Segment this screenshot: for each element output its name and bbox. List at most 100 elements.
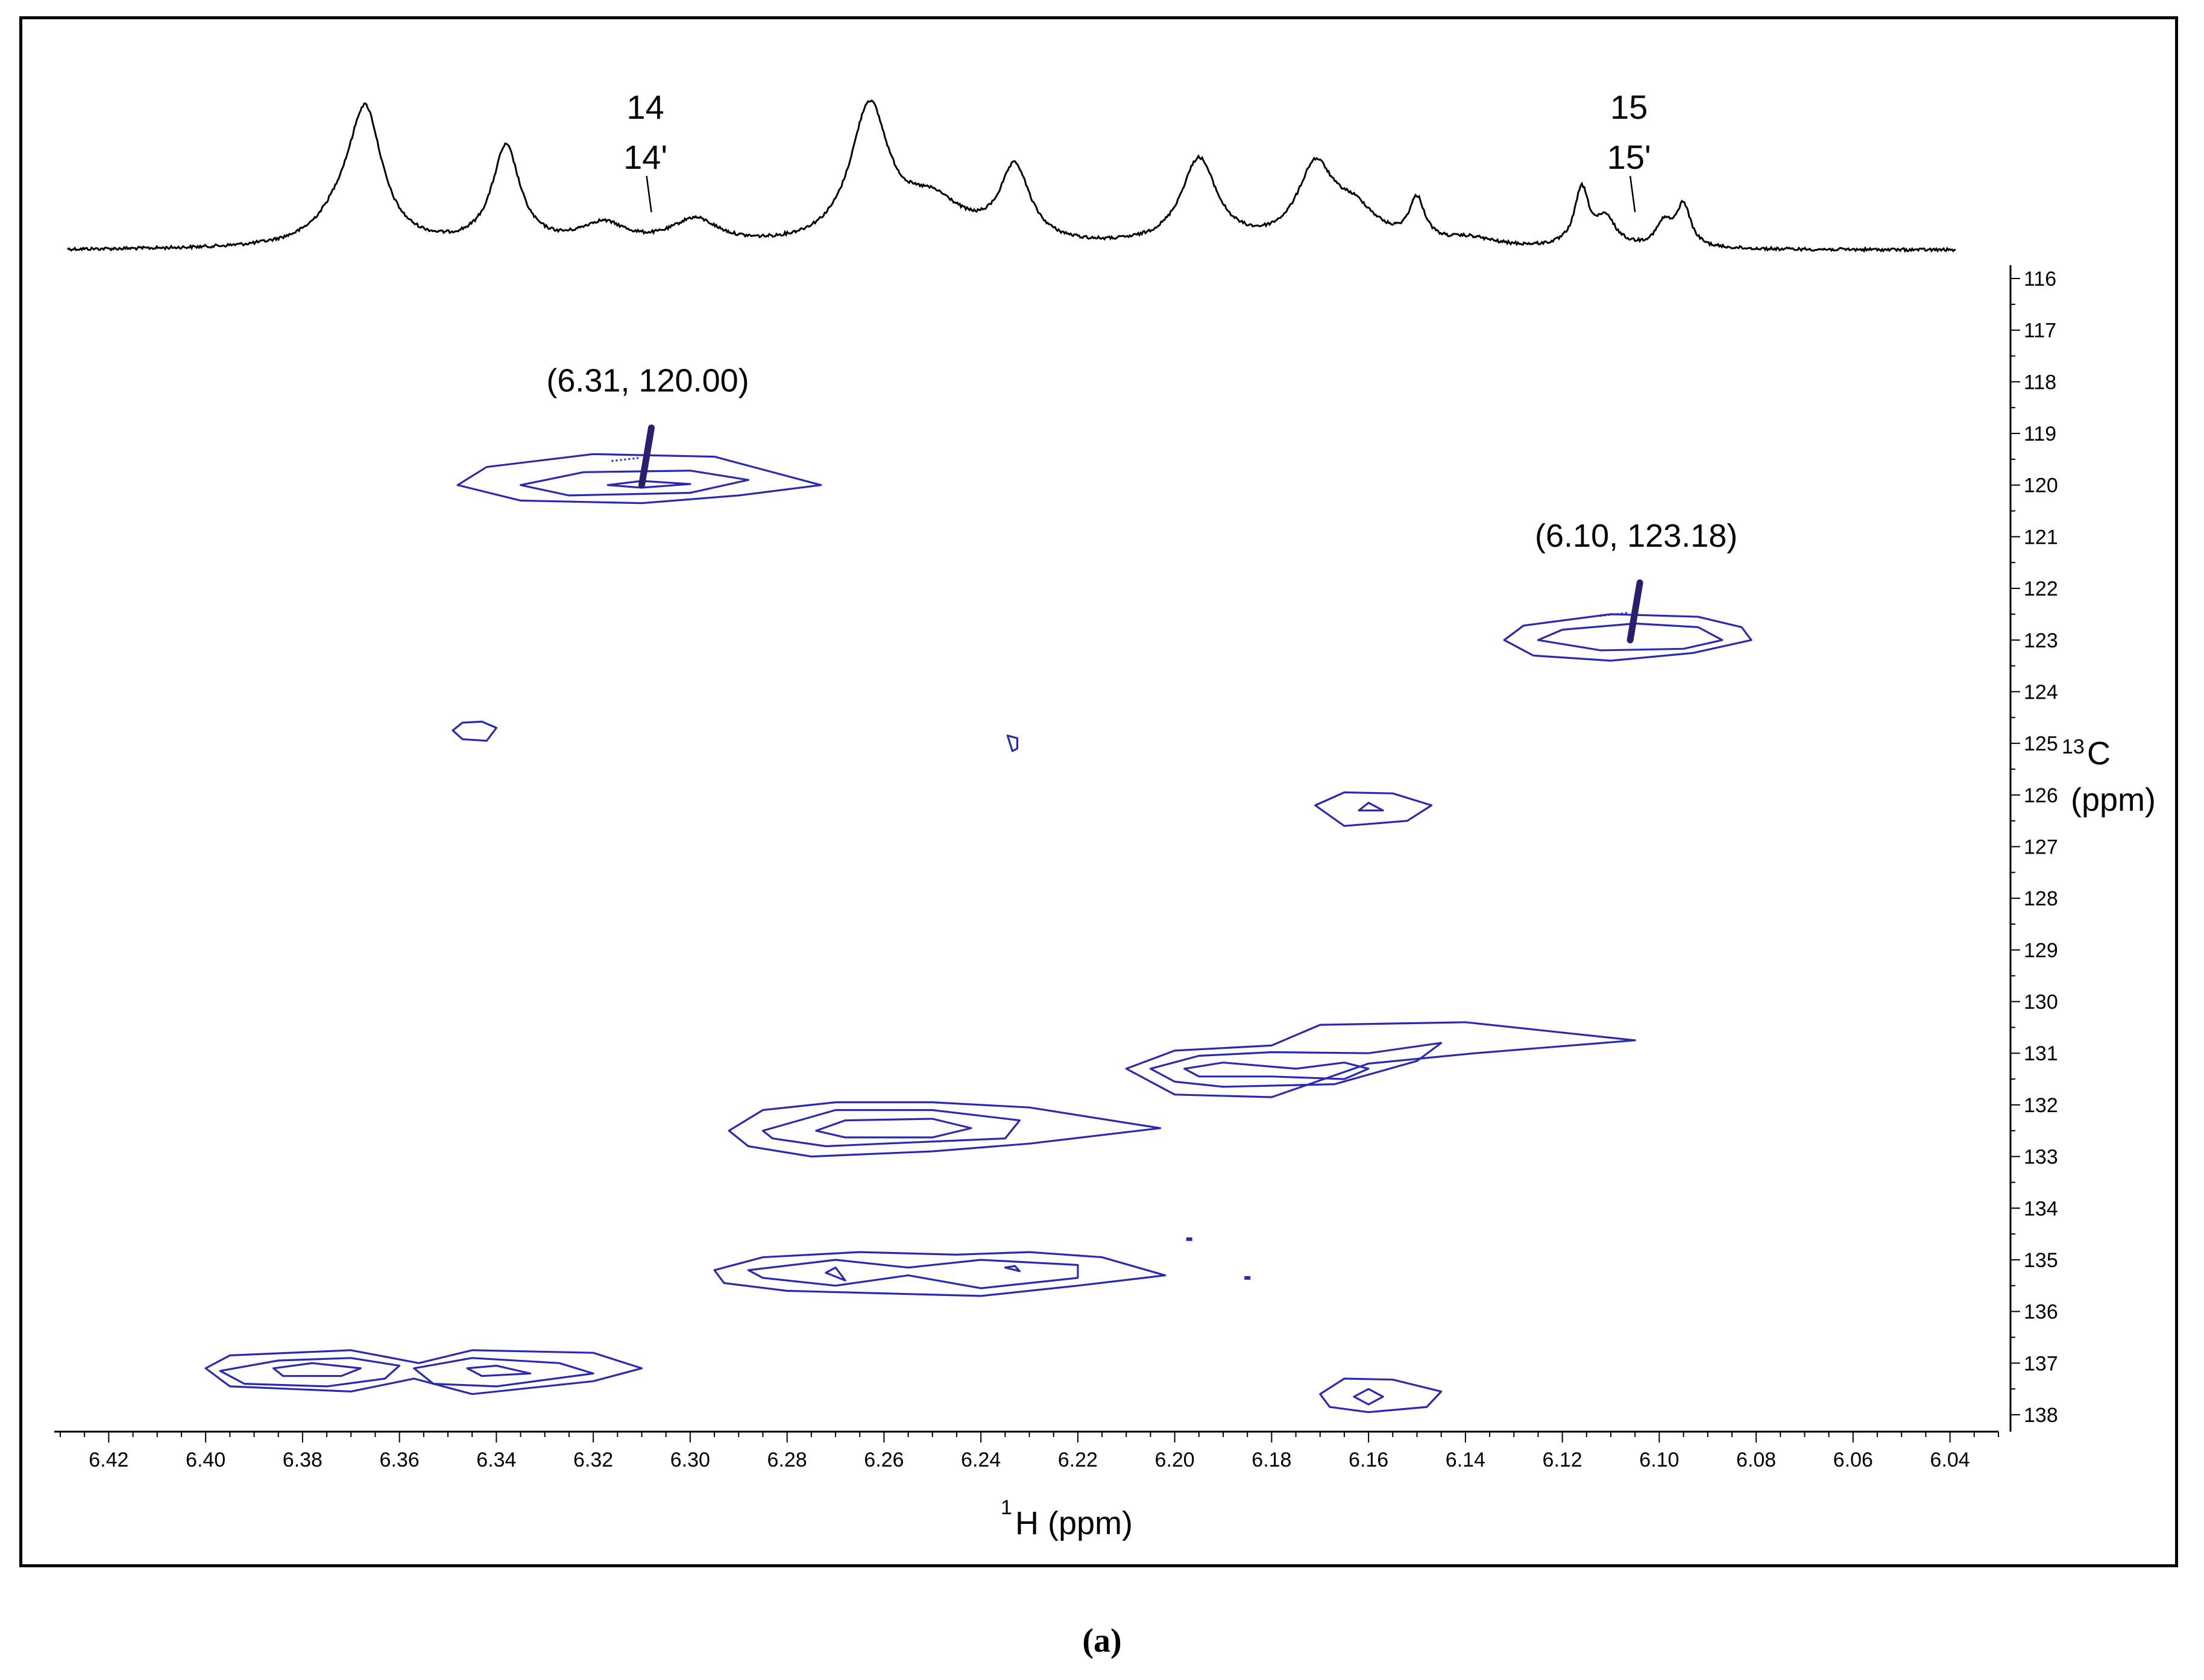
x-tick-label: 6.06 bbox=[1833, 1449, 1873, 1471]
cross-peak-6.36-137.2 bbox=[204, 1349, 643, 1395]
peak-label-leader bbox=[646, 175, 652, 213]
y-tick-label: 132 bbox=[2024, 1094, 2058, 1117]
contour-level-3 bbox=[815, 1118, 972, 1139]
x-tick-label: 6.18 bbox=[1252, 1449, 1291, 1471]
contour-level-2 bbox=[747, 1259, 1079, 1289]
figure-caption: (a) bbox=[1082, 1622, 1122, 1660]
y-axis-ticks: 116 117 118 119 120 121 122 123 124 125 126 127 128 1… bbox=[2010, 268, 2058, 1427]
annotation-dotted-edge bbox=[1599, 612, 1628, 617]
cross-peak-6.234-125.0 bbox=[1006, 734, 1019, 752]
y-tick-label: 136 bbox=[2024, 1301, 2058, 1324]
contour-level-4 bbox=[1004, 1265, 1021, 1273]
cross-peak-6.26-132.5 bbox=[728, 1101, 1162, 1158]
contour-level-1 bbox=[1314, 791, 1433, 827]
peak-label-line2: 15' bbox=[1607, 138, 1651, 176]
x-axis-ticks: 6.42 6.40 6.38 6.36 6.34 6.32 6.30 6.28 6.26 6.24… bbox=[60, 1432, 1999, 1471]
contour-level-3 bbox=[606, 480, 691, 489]
y-tick-label: 123 bbox=[2024, 629, 2058, 652]
x-tick-label: 6.20 bbox=[1155, 1449, 1195, 1471]
y-tick-label: 125 bbox=[2024, 732, 2058, 755]
annotation-text: (6.31, 120.00) bbox=[546, 363, 749, 399]
x-tick-label: 6.14 bbox=[1446, 1449, 1485, 1471]
contour-level-1 bbox=[728, 1101, 1162, 1158]
contour-level-1 bbox=[1006, 734, 1019, 752]
cross-peak-6.16-137.65 bbox=[1319, 1377, 1443, 1414]
peak-label-line1: 14 bbox=[626, 88, 664, 126]
y-tick-label: 122 bbox=[2024, 577, 2058, 600]
x-tick-label: 6.10 bbox=[1639, 1449, 1679, 1471]
noise-point bbox=[1244, 1276, 1251, 1280]
cross-peak-6.345-124.75 bbox=[452, 720, 498, 742]
cross-peak-6.31-120.00 bbox=[456, 453, 822, 505]
x-tick-label: 6.32 bbox=[573, 1449, 613, 1471]
cross-peak-6.255-135.2 bbox=[713, 1251, 1167, 1297]
y-tick-label: 127 bbox=[2024, 836, 2058, 859]
contour-level-2 bbox=[1537, 622, 1724, 652]
cross-peak-6.18-131.3 bbox=[1125, 1021, 1636, 1098]
contour-level-3 bbox=[825, 1266, 846, 1282]
x-axis-label-superscript: 1 bbox=[1001, 1496, 1012, 1519]
y-tick-label: 124 bbox=[2024, 681, 2058, 703]
contour-level-2 bbox=[1149, 1042, 1443, 1088]
y-tick-label: 137 bbox=[2024, 1352, 2058, 1375]
contour-level-2 bbox=[219, 1357, 401, 1388]
contour-level-2 bbox=[1353, 1388, 1384, 1406]
cross-peak-6.10-123.18 bbox=[1503, 613, 1752, 662]
y-axis-label-units: (ppm) bbox=[2071, 782, 2156, 818]
contour-plot bbox=[204, 453, 1752, 1414]
x-tick-label: 6.04 bbox=[1930, 1449, 1970, 1471]
x-tick-label: 6.24 bbox=[961, 1449, 1001, 1471]
x-axis-label: H (ppm) bbox=[1015, 1505, 1133, 1541]
y-tick-label: 121 bbox=[2024, 526, 2058, 549]
contour-level-3 bbox=[413, 1357, 594, 1388]
contour-level-1 bbox=[1319, 1377, 1443, 1414]
x-tick-label: 6.42 bbox=[89, 1449, 128, 1471]
x-tick-label: 6.22 bbox=[1058, 1449, 1098, 1471]
y-axis-label: C bbox=[2087, 735, 2111, 772]
contour-level-2 bbox=[761, 1109, 1021, 1148]
contour-level-2 bbox=[519, 470, 749, 497]
x-tick-label: 6.40 bbox=[186, 1449, 225, 1471]
x-tick-label: 6.38 bbox=[283, 1449, 323, 1471]
projection-1d bbox=[66, 99, 1956, 253]
plot-axes: 6.42 6.40 6.38 6.36 6.34 6.32 6.30 6.28 6.26 6.24… bbox=[54, 265, 2156, 1541]
y-tick-label: 130 bbox=[2024, 991, 2058, 1014]
y-tick-label: 120 bbox=[2024, 474, 2058, 497]
annotation-dotted-edge bbox=[611, 457, 639, 462]
y-axis-label-superscript: 13 bbox=[2062, 735, 2085, 758]
annotation-1: (6.31, 120.00) bbox=[546, 363, 749, 489]
contour-level-1 bbox=[456, 453, 822, 505]
x-tick-label: 6.34 bbox=[476, 1449, 516, 1471]
x-tick-label: 6.08 bbox=[1736, 1449, 1776, 1471]
x-tick-label: 6.36 bbox=[380, 1449, 420, 1471]
annotation-pointer bbox=[638, 424, 655, 489]
annotation-pointer bbox=[1626, 579, 1643, 644]
contour-level-1 bbox=[1503, 613, 1752, 662]
peak-label-line1: 15 bbox=[1610, 88, 1648, 126]
y-tick-label: 119 bbox=[2024, 423, 2056, 445]
contour-level-2 bbox=[1358, 802, 1384, 812]
x-tick-label: 6.16 bbox=[1349, 1449, 1388, 1471]
y-tick-label: 133 bbox=[2024, 1146, 2058, 1169]
y-tick-label: 129 bbox=[2024, 939, 2058, 962]
y-tick-label: 118 bbox=[2024, 371, 2056, 394]
contour-level-5 bbox=[466, 1365, 532, 1377]
contour-level-3 bbox=[1183, 1062, 1370, 1080]
contour-level-4 bbox=[272, 1362, 362, 1377]
y-tick-label: 138 bbox=[2024, 1404, 2058, 1427]
y-tick-label: 117 bbox=[2024, 319, 2056, 342]
noise-point bbox=[1186, 1237, 1192, 1241]
contour-level-1 bbox=[713, 1251, 1167, 1297]
annotation-2: (6.10, 123.18) bbox=[1535, 518, 1737, 644]
cross-peak-6.16-126.3 bbox=[1314, 791, 1433, 827]
figure-frame bbox=[19, 16, 2178, 1567]
x-tick-label: 6.28 bbox=[767, 1449, 807, 1471]
x-tick-label: 6.30 bbox=[670, 1449, 710, 1471]
peak-label-line2: 14' bbox=[623, 138, 667, 176]
projection-trace bbox=[66, 99, 1956, 253]
x-tick-label: 6.26 bbox=[864, 1449, 904, 1471]
annotation-text: (6.10, 123.18) bbox=[1535, 518, 1737, 554]
